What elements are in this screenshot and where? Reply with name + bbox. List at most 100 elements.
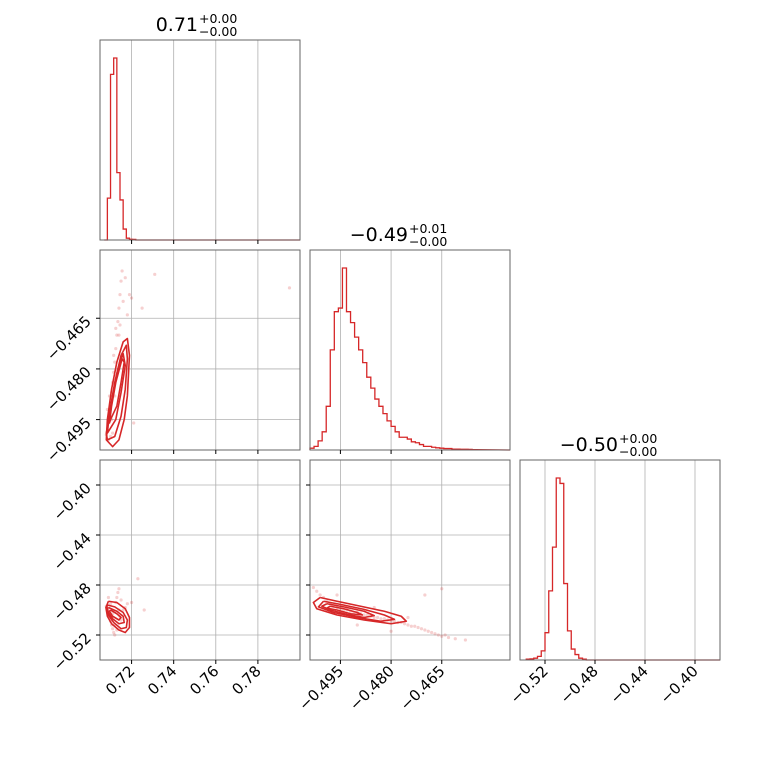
scatter-point-0-2-15 xyxy=(121,608,125,612)
scatter-point-1-2-20 xyxy=(379,617,383,621)
panel-2-0 xyxy=(100,460,300,660)
scatter-point-0-1-11 xyxy=(116,320,120,324)
panel-1-1 xyxy=(309,250,511,451)
scatter-point-1-2-34 xyxy=(426,629,430,633)
scatter-point-0-1-12 xyxy=(117,306,121,310)
scatter-point-0-1-22 xyxy=(121,299,125,303)
contour-0-1-level-2 xyxy=(105,344,129,441)
panel-2-2 xyxy=(525,460,720,661)
scatter-point-0-1-28 xyxy=(287,286,292,290)
histogram-title-minus-0: −0.00 xyxy=(199,24,237,39)
scatter-point-1-2-18 xyxy=(372,615,376,620)
x-tick-label-2-3: −0.40 xyxy=(657,662,702,707)
y-tick-label-2-0: −0.52 xyxy=(50,629,95,674)
histogram-title-plus-0: +0.00 xyxy=(199,11,237,26)
scatter-point-1-2-40 xyxy=(446,635,451,640)
scatter-point-0-1-21 xyxy=(117,333,121,337)
histogram-param-1 xyxy=(309,267,511,451)
histogram-title-plus-1: +0.01 xyxy=(409,221,447,236)
scatter-point-0-1-9 xyxy=(114,347,118,351)
scatter-point-0-1-18 xyxy=(111,431,115,435)
scatter-point-1-2-35 xyxy=(430,630,434,635)
x-tick-label-2-1: −0.48 xyxy=(557,662,602,707)
scatter-point-0-1-26 xyxy=(140,306,144,310)
scatter-point-1-2-16 xyxy=(365,613,370,617)
scatter-point-0-2-22 xyxy=(108,602,113,606)
scatter-point-0-2-11 xyxy=(116,590,120,595)
scatter-point-1-2-41 xyxy=(453,637,457,641)
contour-0-2-level-0 xyxy=(108,609,122,621)
scatter-point-0-1-13 xyxy=(118,292,122,297)
y-tick-label-2-2: −0.44 xyxy=(50,529,95,574)
scatter-point-0-1-24 xyxy=(129,296,134,300)
scatter-point-1-2-27 xyxy=(402,622,407,626)
contour-1-2-level-2 xyxy=(317,600,396,623)
scatter-point-1-2-2 xyxy=(318,593,322,597)
x-tick-label-2-0: −0.52 xyxy=(507,662,552,707)
y-tick-label-2-3: −0.40 xyxy=(50,479,95,524)
histogram-title-value-0: 0.71 xyxy=(156,14,198,36)
x-tick-label-0-1: 0.74 xyxy=(144,662,180,698)
scatter-point-0-2-18 xyxy=(129,600,134,605)
scatter-point-1-2-29 xyxy=(409,624,413,628)
scatter-point-0-2-27 xyxy=(119,598,123,602)
scatter-point-1-2-19 xyxy=(375,615,380,620)
scatter-point-0-2-20 xyxy=(142,608,146,612)
scatter-point-1-2-24 xyxy=(392,619,397,623)
x-tick-label-0-2: 0.76 xyxy=(186,662,222,698)
scatter-point-0-2-10 xyxy=(115,595,119,600)
panel-frame-1-1 xyxy=(309,249,511,451)
scatter-point-1-2-46 xyxy=(355,623,359,627)
scatter-point-1-2-33 xyxy=(423,628,427,632)
scatter-point-0-1-33 xyxy=(114,326,118,330)
scatter-point-0-1-23 xyxy=(125,313,129,317)
panel-frame-2-0 xyxy=(99,459,301,661)
x-tick-label-1-2: −0.465 xyxy=(397,662,449,714)
x-tick-label-0-0: 0.72 xyxy=(102,662,138,698)
scatter-point-0-1-15 xyxy=(120,269,124,273)
panel-frame-0-0 xyxy=(99,39,301,241)
scatter-point-0-1-32 xyxy=(112,353,116,358)
histogram-title-minus-1: −0.00 xyxy=(409,234,447,249)
scatter-point-1-2-31 xyxy=(416,625,420,630)
scatter-point-1-2-49 xyxy=(406,615,410,620)
scatter-point-1-2-21 xyxy=(382,617,386,621)
scatter-point-0-1-8 xyxy=(113,360,117,364)
contour-0-1-level-3 xyxy=(105,337,131,448)
scatter-point-1-2-36 xyxy=(433,632,437,636)
contour-1-2-level-3 xyxy=(312,596,408,625)
x-tick-label-0-3: 0.78 xyxy=(228,662,264,698)
scatter-point-0-2-17 xyxy=(125,602,129,606)
scatter-point-1-2-28 xyxy=(406,623,410,627)
scatter-point-0-2-12 xyxy=(117,587,121,591)
scatter-point-1-2-45 xyxy=(335,593,339,597)
scatter-point-0-1-36 xyxy=(127,292,132,297)
scatter-point-0-2-21 xyxy=(106,595,111,600)
histogram-title-value-2: −0.50 xyxy=(560,434,618,456)
y-tick-label-1-2: −0.465 xyxy=(43,312,95,364)
scatter-point-0-1-14 xyxy=(119,279,123,283)
scatter-point-0-2-19 xyxy=(136,577,140,581)
scatter-point-0-2-7 xyxy=(112,630,116,635)
scatter-point-1-2-37 xyxy=(436,633,440,637)
contour-0-2-level-1 xyxy=(106,606,126,625)
histogram-param-0 xyxy=(104,57,300,241)
scatter-point-1-2-1 xyxy=(315,589,319,593)
scatter-point-1-2-0 xyxy=(311,585,315,590)
scatter-point-1-2-32 xyxy=(419,627,424,631)
y-tick-label-1-1: −0.480 xyxy=(43,363,95,415)
x-tick-label-1-0: −0.495 xyxy=(295,662,347,714)
histogram-title-minus-2: −0.00 xyxy=(619,444,657,459)
panel-0-0 xyxy=(104,40,300,241)
panel-frame-2-1 xyxy=(309,459,511,661)
scatter-point-0-1-27 xyxy=(153,272,157,276)
scatter-point-0-1-34 xyxy=(118,323,122,327)
scatter-point-1-2-39 xyxy=(443,633,447,637)
panel-frame-2-2 xyxy=(519,459,721,661)
scatter-point-1-2-42 xyxy=(463,638,468,642)
histogram-param-2 xyxy=(525,477,720,661)
scatter-point-0-2-6 xyxy=(111,627,115,631)
histogram-title-value-1: −0.49 xyxy=(350,224,408,246)
